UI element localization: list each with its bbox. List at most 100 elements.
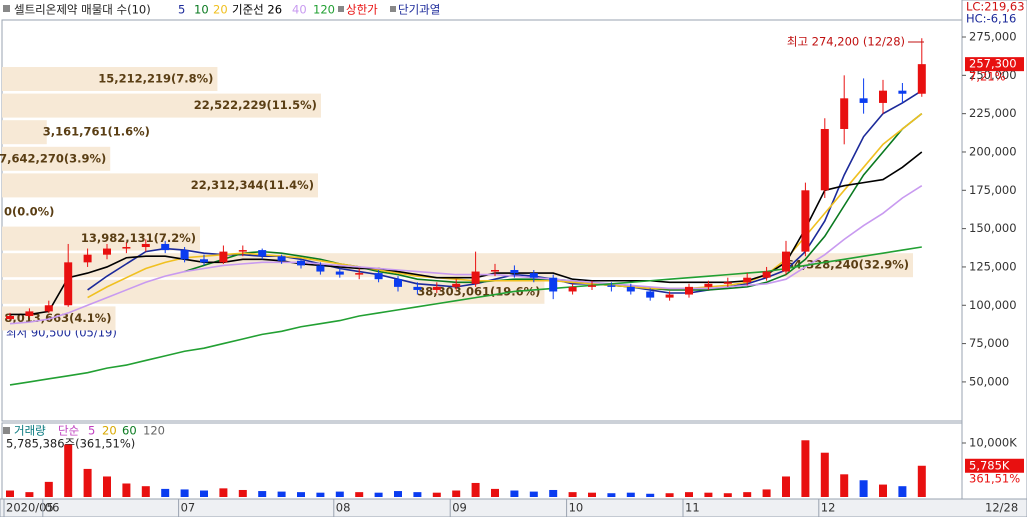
candle-body <box>452 283 461 287</box>
change-label: 7,21% <box>969 70 1006 84</box>
last-volume-label: 5,785K <box>969 458 1010 472</box>
candle-body <box>743 277 752 283</box>
candle-body <box>801 190 810 252</box>
legend-entry: 상한가 <box>346 3 378 17</box>
candle-body <box>723 282 732 284</box>
y-tick-label: 175,000 <box>969 183 1017 197</box>
end-date-label: 12/28 <box>985 501 1018 515</box>
volume-bar <box>277 491 286 497</box>
legend-entry: 120 <box>313 3 335 17</box>
volume-bar <box>685 492 693 497</box>
legend-entry: 10 <box>194 3 209 17</box>
candle-body <box>277 256 286 261</box>
volume-bar <box>122 483 131 497</box>
volume-profile-label: 38,303,061(19.6%) <box>417 284 540 298</box>
candle-body <box>316 265 325 272</box>
candle-body <box>820 128 829 191</box>
candle-body <box>83 254 92 263</box>
volume-bar <box>374 492 383 497</box>
volume-ma-label: 단순 <box>58 424 79 438</box>
volume-bar <box>432 492 441 497</box>
candle-body <box>355 273 364 275</box>
hc-label: HC:-6,16 <box>966 12 1016 26</box>
volume-bar <box>626 492 635 497</box>
candle-body <box>122 247 131 249</box>
y-tick-label: 125,000 <box>969 259 1017 273</box>
candle-body <box>588 285 596 287</box>
volume-icon <box>3 427 10 434</box>
volume-profile-label: 15,212,219(7.8%) <box>98 72 213 86</box>
volume-y-tick-label: 10,000K <box>969 435 1017 449</box>
legend-entry: 40 <box>292 3 307 17</box>
candle-body <box>6 315 14 320</box>
volume-profile-bar <box>2 120 47 145</box>
candle-body <box>529 273 538 278</box>
candle-body <box>568 286 577 292</box>
volume-bar <box>510 490 519 497</box>
candle-body <box>607 285 616 287</box>
volume-bar <box>64 444 73 497</box>
y-tick-label: 250,000 <box>969 68 1017 82</box>
candle-body <box>200 259 208 263</box>
x-tick-label: 11 <box>685 501 700 515</box>
volume-bar <box>44 481 53 497</box>
volume-bar <box>25 492 34 497</box>
volume-bar <box>820 452 829 497</box>
y-tick-label: 100,000 <box>969 298 1017 312</box>
volume-profile-label: 13,982,131(7.2%) <box>81 231 196 245</box>
volume-bar <box>219 488 228 497</box>
volume-bar <box>646 493 655 497</box>
volume-bar <box>607 493 616 497</box>
volume-profile-bar <box>2 93 321 118</box>
volume-bar <box>491 488 499 497</box>
volume-legend-entry: 120 <box>143 424 165 438</box>
volume-profile-label: 22,522,229(11.5%) <box>194 98 317 112</box>
candle-body <box>25 311 34 316</box>
candle-body <box>471 271 480 284</box>
x-tick-label: 12 <box>821 501 836 515</box>
legend-swatch <box>390 6 396 12</box>
last-price-box <box>965 57 1024 72</box>
volume-bar <box>335 491 344 497</box>
volume-bar <box>723 493 732 497</box>
candle-body <box>432 286 441 290</box>
candle-body <box>510 270 519 274</box>
candle-body <box>141 243 150 248</box>
candle-body <box>238 250 247 252</box>
volume-bar <box>529 491 538 497</box>
volume-change-label: 361,51% <box>969 471 1020 485</box>
x-tick-label: 07 <box>181 501 196 515</box>
volume-bar <box>297 492 305 497</box>
candle-body <box>335 271 344 275</box>
last-price-label: 257,300 <box>969 57 1017 71</box>
candle-body <box>859 98 868 103</box>
header-icon <box>3 5 10 12</box>
volume-bar <box>452 490 461 497</box>
candle-body <box>413 286 422 290</box>
volume-bar <box>355 492 364 497</box>
candle-body <box>64 262 73 306</box>
legend-entry: 20 <box>213 3 228 17</box>
volume-bar <box>879 484 887 497</box>
y-tick-label: 75,000 <box>969 336 1009 350</box>
volume-profile-bar <box>2 146 111 171</box>
candle-body <box>704 283 713 287</box>
y-tick-label: 225,000 <box>969 106 1017 120</box>
volume-bar <box>394 491 402 497</box>
candle-body <box>103 248 111 255</box>
volume-legend-entry: 5 <box>88 424 95 438</box>
volume-bar <box>471 482 480 497</box>
volume-profile-label: 7,642,270(3.9%) <box>0 151 106 165</box>
candle-body <box>665 294 674 298</box>
ma-line <box>9 246 922 386</box>
legend-swatch <box>338 6 344 12</box>
volume-info: 5,785,386주(361,51%) <box>6 437 135 451</box>
high-annotation: 최고 274,200 (12/28) <box>787 35 905 49</box>
candle-body <box>898 90 907 94</box>
volume-bar <box>413 492 422 497</box>
volume-bar <box>180 489 189 497</box>
volume-bar <box>161 488 170 497</box>
volume-bar <box>6 490 14 497</box>
candle-body <box>782 251 790 272</box>
